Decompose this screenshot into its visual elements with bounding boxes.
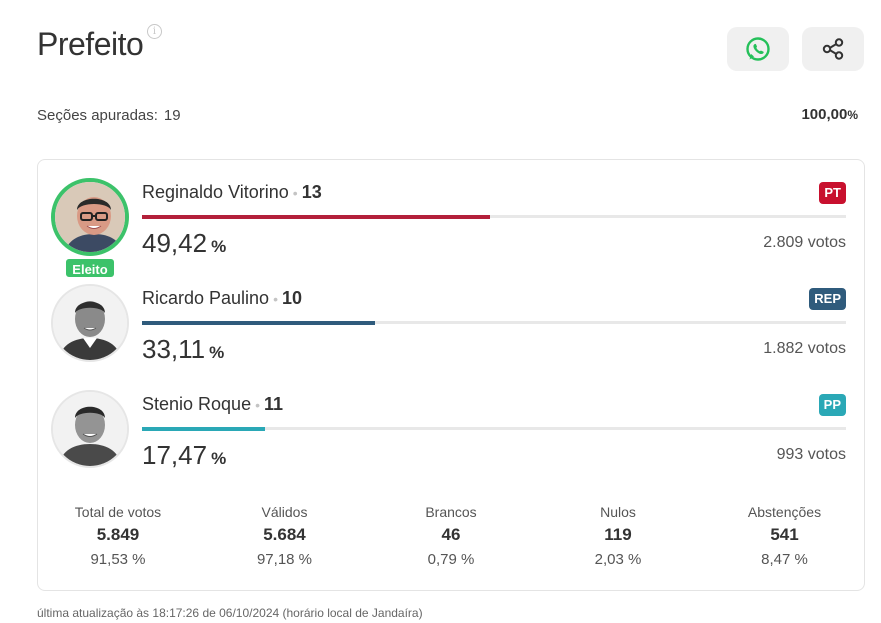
candidate-name: Stenio Roque • 11: [142, 394, 283, 415]
candidate-percent-value: 33,11: [142, 334, 206, 364]
avatar: [51, 390, 129, 468]
secoes-label: Seções apuradas:: [37, 107, 158, 124]
candidate-number: 13: [301, 182, 322, 202]
vote-bar-track: [142, 215, 846, 219]
separator-dot: •: [292, 185, 298, 201]
candidate-percent: 49,42%: [142, 228, 226, 259]
avatar: [51, 178, 129, 256]
vote-bar-fill: [142, 215, 490, 219]
candidate-row: Ricardo Paulino • 10 REP 33,11% 1.882 voto…: [38, 284, 864, 384]
share-icon: [822, 38, 844, 60]
whatsapp-icon: [746, 37, 770, 61]
total-percent: 91,53 %: [90, 551, 146, 568]
total-votos: Total de votos 5.849 91,53 %: [38, 504, 198, 568]
candidate-votes: 2.809 votos: [763, 234, 846, 251]
total-label: Brancos: [425, 504, 477, 520]
total-label: Nulos: [600, 504, 636, 520]
party-badge: PT: [819, 182, 846, 204]
total-value: 541: [770, 525, 799, 544]
total-label: Abstenções: [747, 504, 822, 520]
candidate-percent: 33,11%: [142, 334, 224, 365]
candidate-votes: 993 votos: [776, 446, 846, 463]
candidate-photo: [53, 392, 127, 466]
candidate-percent: 17,47%: [142, 440, 226, 471]
avatar: [51, 284, 129, 362]
candidate-votes: 1.882 votos: [763, 340, 846, 357]
party-badge: REP: [809, 288, 846, 310]
percent-unit: %: [211, 237, 227, 256]
last-update: última atualização às 18:17:26 de 06/10/…: [37, 606, 423, 620]
candidate-percent-value: 17,47: [142, 440, 208, 470]
candidate-name-text: Ricardo Paulino: [142, 288, 270, 308]
apuracao-percent-unit: %: [847, 108, 858, 122]
candidate-name: Reginaldo Vitorino • 13: [142, 182, 322, 203]
vote-bar-fill: [142, 321, 376, 325]
candidate-photo: [53, 286, 127, 360]
party-badge: PP: [818, 394, 846, 416]
total-value: 46: [441, 525, 461, 544]
percent-unit: %: [209, 343, 225, 362]
secoes-apuradas: Seções apuradas: 19: [37, 107, 181, 124]
total-value: 5.849: [96, 525, 140, 544]
candidate-number: 11: [264, 394, 284, 414]
total-value: 5.684: [263, 525, 306, 544]
candidate-photo: [55, 182, 125, 252]
total-percent: 0,79 %: [427, 551, 475, 568]
separator-dot: •: [273, 291, 278, 307]
candidate-number: 10: [281, 288, 303, 308]
total-label: Válidos: [261, 504, 308, 520]
total-value: 119: [604, 525, 632, 544]
total-percent: 97,18 %: [256, 551, 313, 568]
candidate-name: Ricardo Paulino • 10: [142, 288, 302, 309]
whatsapp-share-button[interactable]: [727, 27, 789, 71]
percent-unit: %: [211, 449, 227, 468]
candidate-name-text: Reginaldo Vitorino: [142, 182, 289, 202]
totals-row: Total de votos 5.849 91,53 % Válidos 5.6…: [38, 504, 864, 568]
candidate-name-text: Stenio Roque: [142, 394, 252, 414]
candidate-percent-value: 49,42: [142, 228, 208, 258]
candidate-row: Stenio Roque • 11 PP 17,47% 993 votos: [38, 390, 864, 490]
total-validos: Válidos 5.684 97,18 %: [198, 504, 371, 568]
separator-dot: •: [255, 397, 260, 413]
page-title: Prefeito: [37, 26, 144, 62]
vote-bar-track: [142, 321, 846, 325]
total-nulos: Nulos 119 2,03 %: [531, 504, 705, 568]
candidate-row: Eleito Reginaldo Vitorino • 13 PT 49,42% 2…: [38, 178, 864, 279]
total-abstencoes: Abstenções 541 8,47 %: [705, 504, 864, 568]
total-percent: 8,47 %: [761, 551, 808, 568]
elected-badge: Eleito: [64, 257, 116, 279]
vote-bar-fill: [142, 427, 265, 431]
vote-bar-track: [142, 427, 846, 431]
total-percent: 2,03 %: [594, 551, 642, 568]
apuracao-percent: 100,00%: [801, 106, 858, 123]
info-icon[interactable]: i: [147, 24, 162, 39]
results-card: Eleito Reginaldo Vitorino • 13 PT 49,42% 2…: [37, 159, 865, 591]
share-button[interactable]: [802, 27, 864, 71]
total-label: Total de votos: [74, 504, 162, 520]
total-brancos: Brancos 46 0,79 %: [371, 504, 531, 568]
apuracao-percent-value: 100,00: [801, 106, 848, 123]
secoes-value: 19: [163, 107, 181, 124]
